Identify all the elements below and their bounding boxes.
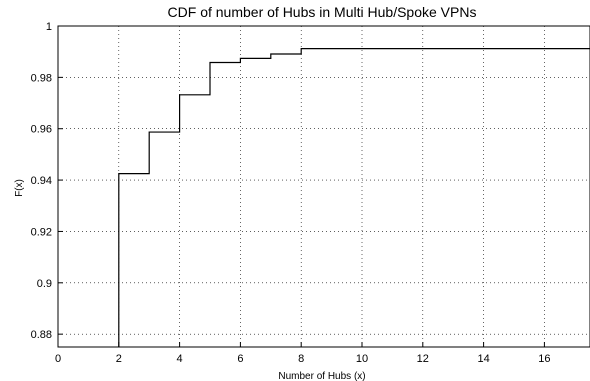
y-tick-label: 0.96 (31, 124, 52, 136)
y-tick-label: 0.88 (31, 329, 52, 341)
grid-lines (58, 26, 590, 347)
chart-title: CDF of number of Hubs in Multi Hub/Spoke… (168, 4, 477, 20)
y-axis-ticks: 0.88 0.9 0.92 0.94 0.96 0.98 1 (31, 21, 63, 341)
y-tick-label: 0.98 (31, 72, 52, 84)
plot-frame (57, 25, 590, 348)
x-tick-label: 0 (55, 353, 61, 365)
x-tick-label: 6 (237, 353, 243, 365)
cdf-step-line (118, 47, 590, 347)
x-tick-label: 12 (417, 353, 429, 365)
y-axis-label: F(x) (14, 179, 25, 197)
x-tick-label: 10 (356, 353, 368, 365)
x-tick-label: 2 (116, 353, 122, 365)
x-tick-label: 16 (538, 353, 550, 365)
y-tick-label: 0.94 (31, 175, 52, 187)
x-tick-label: 4 (177, 353, 183, 365)
x-tick-label: 8 (298, 353, 304, 365)
x-axis-ticks: 0 2 4 6 8 10 12 14 16 (55, 342, 551, 365)
x-axis-label: Number of Hubs (x) (278, 371, 365, 381)
y-tick-label: 0.92 (31, 226, 52, 238)
y-tick-label: 0.9 (37, 278, 52, 290)
x-tick-label: 14 (477, 353, 489, 365)
y-tick-label: 1 (46, 21, 52, 33)
